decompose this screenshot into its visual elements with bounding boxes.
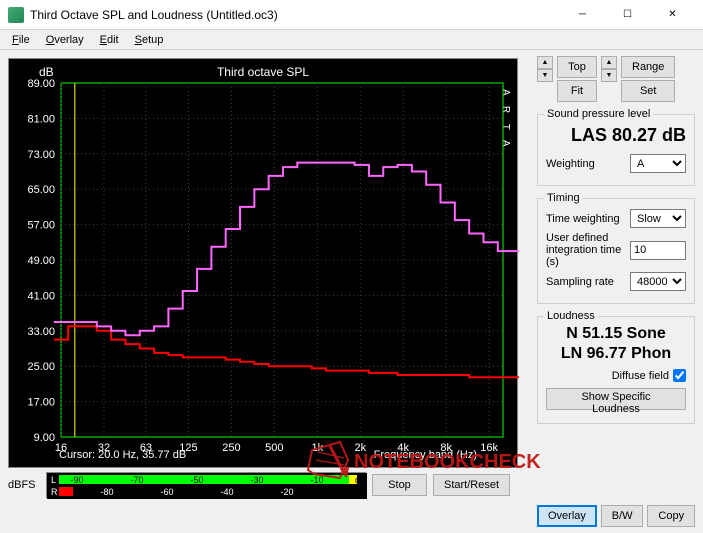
loudness-sone: N 51.15 Sone [546,325,686,343]
svg-text:-70: -70 [130,475,143,485]
bw-button[interactable]: B/W [601,505,644,527]
svg-text:-10: -10 [310,475,323,485]
svg-text:1k: 1k [312,442,324,454]
time-weighting-label: Time weighting [546,213,620,225]
range-button[interactable]: Range [621,56,675,78]
svg-text:-90: -90 [70,475,83,485]
svg-text:65.00: 65.00 [27,184,55,196]
integration-time-input[interactable] [630,241,686,260]
titlebar: Third Octave SPL and Loudness (Untitled.… [0,0,703,30]
sampling-rate-label: Sampling rate [546,276,614,288]
svg-text:-60: -60 [160,487,173,497]
up-arrow-icon[interactable]: ▲ [537,56,553,69]
fit-button[interactable]: Fit [557,80,597,102]
weighting-label: Weighting [546,158,595,170]
minimize-button[interactable]: ─ [560,1,605,29]
up-arrow-icon[interactable]: ▲ [601,56,617,69]
dbfs-meter: LR -90 -70 -50 -30 -10 dB -80 -60 -40 -20 [46,472,366,498]
diffuse-field-label: Diffuse field [612,370,669,382]
svg-text:25.00: 25.00 [27,361,55,373]
loudness-phon: LN 96.77 Phon [546,345,686,363]
top-button[interactable]: Top [557,56,597,78]
loudness-legend: Loudness [544,310,598,322]
svg-text:81.00: 81.00 [27,113,55,125]
svg-text:-40: -40 [220,487,233,497]
svg-text:-50: -50 [190,475,203,485]
window-title: Third Octave SPL and Loudness (Untitled.… [30,8,560,22]
spl-fieldset: Sound pressure level LAS 80.27 dB Weight… [537,114,695,186]
integration-time-label: User defined integration time (s) [546,232,624,268]
down-arrow-icon[interactable]: ▼ [537,69,553,82]
copy-button[interactable]: Copy [647,505,695,527]
weighting-select[interactable]: A [630,154,686,173]
sampling-rate-select[interactable]: 48000 [630,272,686,291]
spl-legend: Sound pressure level [544,108,653,120]
show-specific-loudness-button[interactable]: Show Specific Loudness [546,388,686,410]
dbfs-label: dBFS [8,479,40,491]
cursor-readout: Cursor: 20.0 Hz, 35.77 dB [59,449,186,461]
app-icon [8,7,24,23]
chart-svg: 89.00 81.00 73.00 65.00 57.00 49.00 41.00 33.00… [9,59,519,469]
vertical-scroll-spinner[interactable]: ▲ ▼ [537,56,553,82]
chart-xlabel: Frequency band (Hz) [374,449,477,461]
chart-area: dB Third octave SPL A R T A 89.0081.0073… [0,50,533,533]
timing-fieldset: Timing Time weighting Slow User defined … [537,198,695,304]
svg-text:73.00: 73.00 [27,149,55,161]
stop-button[interactable]: Stop [372,474,427,496]
svg-text:9.00: 9.00 [34,432,55,444]
menubar: File Overlay Edit Setup [0,30,703,50]
chart-canvas[interactable]: dB Third octave SPL A R T A 89.0081.0073… [8,58,518,468]
svg-text:dB: dB [355,475,366,485]
svg-text:33.00: 33.00 [27,326,55,338]
svg-text:17.00: 17.00 [27,397,55,409]
close-button[interactable]: ✕ [650,1,695,29]
overlay-button[interactable]: Overlay [537,505,597,527]
svg-text:L: L [51,475,56,485]
svg-text:49.00: 49.00 [27,255,55,267]
diffuse-field-checkbox[interactable] [673,369,686,382]
menu-file[interactable]: File [4,32,38,48]
sidebar: ▲ ▼ Top Fit ▲ ▼ Range Set Sound pressure… [533,50,703,533]
svg-text:500: 500 [265,442,283,454]
svg-text:41.00: 41.00 [27,290,55,302]
time-weighting-select[interactable]: Slow [630,209,686,228]
maximize-button[interactable]: ☐ [605,1,650,29]
svg-text:2k: 2k [354,442,366,454]
svg-text:89.00: 89.00 [27,78,55,90]
svg-text:-80: -80 [100,487,113,497]
svg-text:-20: -20 [280,487,293,497]
svg-text:57.00: 57.00 [27,220,55,232]
set-button[interactable]: Set [621,80,675,102]
down-arrow-icon[interactable]: ▼ [601,69,617,82]
svg-text:-30: -30 [250,475,263,485]
timing-legend: Timing [544,192,583,204]
loudness-fieldset: Loudness N 51.15 Sone LN 96.77 Phon Diff… [537,316,695,424]
menu-edit[interactable]: Edit [92,32,127,48]
menu-setup[interactable]: Setup [127,32,172,48]
svg-text:16k: 16k [480,442,498,454]
svg-text:R: R [51,487,58,497]
spl-value: LAS 80.27 dB [546,125,686,146]
range-spinner[interactable]: ▲ ▼ [601,56,617,82]
svg-text:250: 250 [222,442,240,454]
start-reset-button[interactable]: Start/Reset [433,474,510,496]
menu-overlay[interactable]: Overlay [38,32,92,48]
